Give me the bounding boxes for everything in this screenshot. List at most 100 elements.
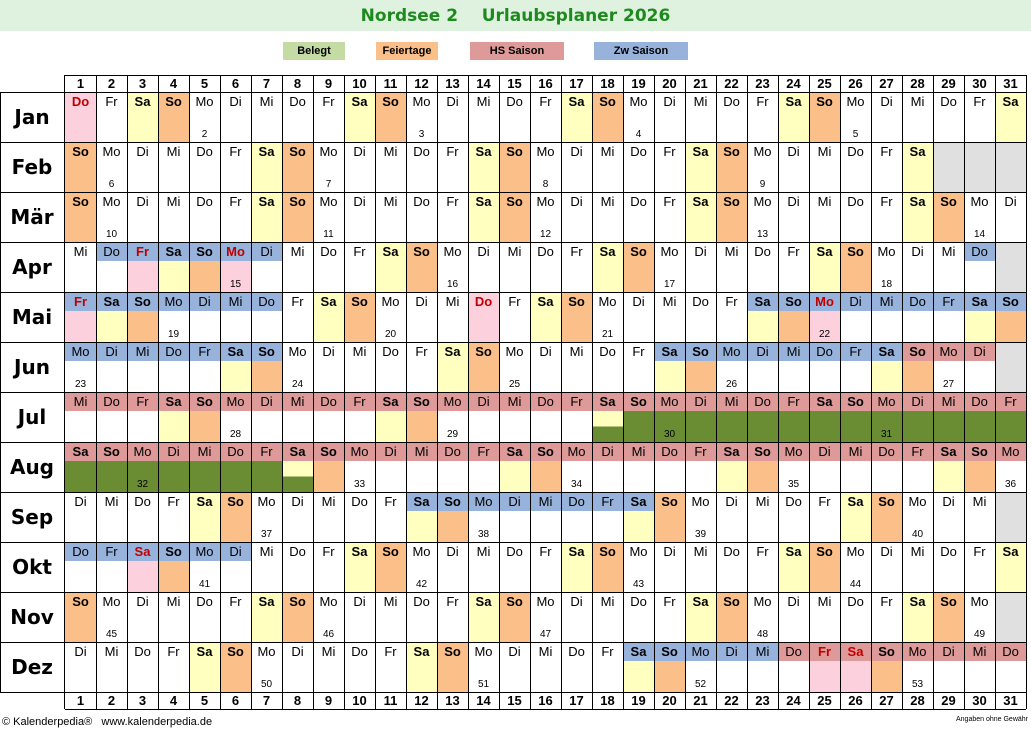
day-cell[interactable]: Mi xyxy=(251,92,282,142)
day-cell[interactable]: Mi xyxy=(561,342,592,392)
day-cell[interactable]: Sa xyxy=(375,242,406,292)
day-cell[interactable]: Di xyxy=(561,592,592,642)
day-cell[interactable]: Sa xyxy=(158,392,189,442)
day-cell[interactable]: So xyxy=(158,542,189,592)
day-cell[interactable]: Do xyxy=(716,92,747,142)
day-cell[interactable]: Fr xyxy=(995,392,1026,442)
day-cell[interactable]: Fr xyxy=(592,642,623,692)
day-cell[interactable]: Do xyxy=(65,92,96,142)
day-cell[interactable]: Fr xyxy=(313,92,344,142)
day-cell[interactable]: Mi xyxy=(468,542,499,592)
day-cell[interactable]: Mi xyxy=(158,192,189,242)
day-cell[interactable]: Sa xyxy=(127,92,158,142)
day-cell[interactable]: Mi xyxy=(747,492,778,542)
day-cell[interactable]: Mo 21 xyxy=(592,292,623,342)
day-cell[interactable]: Do xyxy=(344,642,375,692)
day-cell[interactable]: Fr xyxy=(747,92,778,142)
day-cell[interactable]: Mi xyxy=(468,92,499,142)
day-cell[interactable]: Mo 9 xyxy=(747,142,778,192)
day-cell[interactable]: So xyxy=(623,242,654,292)
day-cell[interactable]: So xyxy=(65,592,96,642)
day-cell[interactable]: Sa xyxy=(623,492,654,542)
day-cell[interactable]: So xyxy=(344,292,375,342)
day-cell[interactable]: Fr xyxy=(561,392,592,442)
day-cell[interactable]: Sa xyxy=(468,592,499,642)
day-cell[interactable]: Sa xyxy=(778,92,809,142)
day-cell[interactable]: Sa xyxy=(127,542,158,592)
day-cell[interactable]: Mo 37 xyxy=(251,492,282,542)
day-cell[interactable]: Mo 23 xyxy=(65,342,96,392)
day-cell[interactable]: Fr xyxy=(933,292,964,342)
day-cell[interactable]: Do xyxy=(468,292,499,342)
day-cell[interactable]: Mo 27 xyxy=(933,342,964,392)
day-cell[interactable]: Mi xyxy=(65,242,96,292)
day-cell[interactable]: Fr xyxy=(158,492,189,542)
day-cell[interactable]: Fr xyxy=(220,592,251,642)
day-cell[interactable]: So xyxy=(189,242,220,292)
day-cell[interactable]: Mi xyxy=(313,492,344,542)
day-cell[interactable]: Mo 16 xyxy=(437,242,468,292)
day-cell[interactable]: Do xyxy=(406,192,437,242)
day-cell[interactable]: Di xyxy=(592,442,623,492)
day-cell[interactable]: Di xyxy=(468,242,499,292)
day-cell[interactable]: Fr xyxy=(778,392,809,442)
day-cell[interactable]: Do xyxy=(530,242,561,292)
day-cell[interactable]: Fr xyxy=(251,442,282,492)
day-cell[interactable]: Sa xyxy=(344,92,375,142)
day-cell[interactable]: So xyxy=(995,292,1026,342)
day-cell[interactable]: Mi xyxy=(964,642,995,692)
day-cell[interactable]: Mi xyxy=(964,492,995,542)
day-cell[interactable]: Di xyxy=(654,92,685,142)
day-cell[interactable]: Mo 26 xyxy=(716,342,747,392)
day-cell[interactable]: Fr xyxy=(964,542,995,592)
day-cell[interactable]: Do xyxy=(747,242,778,292)
day-cell[interactable]: Mo 49 xyxy=(964,592,995,642)
day-cell[interactable]: Sa xyxy=(840,642,871,692)
day-cell[interactable]: So xyxy=(809,542,840,592)
day-cell[interactable]: Sa xyxy=(654,342,685,392)
day-cell[interactable]: Do xyxy=(127,642,158,692)
day-cell[interactable]: Do xyxy=(623,592,654,642)
day-cell[interactable]: Mo 34 xyxy=(561,442,592,492)
day-cell[interactable]: Di xyxy=(499,642,530,692)
day-cell[interactable]: Mi xyxy=(871,292,902,342)
day-cell[interactable]: Do xyxy=(871,442,902,492)
day-cell[interactable]: Fr xyxy=(871,592,902,642)
day-cell[interactable]: So xyxy=(127,292,158,342)
day-cell[interactable]: Sa xyxy=(313,292,344,342)
day-cell[interactable]: Sa xyxy=(561,92,592,142)
day-cell[interactable]: Mi xyxy=(840,442,871,492)
day-cell[interactable]: Sa xyxy=(747,292,778,342)
day-cell[interactable]: Fr xyxy=(902,442,933,492)
day-cell[interactable]: So xyxy=(220,642,251,692)
day-cell[interactable]: Sa xyxy=(189,642,220,692)
day-cell[interactable]: Di xyxy=(96,342,127,392)
day-cell[interactable]: Fr xyxy=(375,492,406,542)
day-cell[interactable]: Mi xyxy=(654,292,685,342)
day-cell[interactable]: So xyxy=(592,542,623,592)
day-cell[interactable]: Do xyxy=(282,542,313,592)
day-cell[interactable]: Mo 5 xyxy=(840,92,871,142)
day-cell[interactable]: Sa xyxy=(220,342,251,392)
day-cell[interactable]: Mo 52 xyxy=(685,642,716,692)
day-cell[interactable]: Do xyxy=(964,242,995,292)
day-cell[interactable]: Mi xyxy=(530,642,561,692)
day-cell[interactable]: Do xyxy=(96,392,127,442)
day-cell[interactable]: Mo 3 xyxy=(406,92,437,142)
day-cell[interactable]: Mo 50 xyxy=(251,642,282,692)
day-cell[interactable]: Sa xyxy=(933,442,964,492)
day-cell[interactable]: Di xyxy=(623,292,654,342)
day-cell[interactable]: Mi xyxy=(685,542,716,592)
day-cell[interactable]: Sa xyxy=(375,392,406,442)
day-cell[interactable]: Do xyxy=(902,292,933,342)
day-cell[interactable]: Do xyxy=(406,592,437,642)
day-cell[interactable]: Mo 31 xyxy=(871,392,902,442)
day-cell[interactable]: Sa xyxy=(437,342,468,392)
day-cell[interactable]: Sa xyxy=(96,292,127,342)
day-cell[interactable]: Fr xyxy=(468,442,499,492)
day-cell[interactable]: Di xyxy=(313,342,344,392)
day-cell[interactable]: So xyxy=(437,642,468,692)
day-cell[interactable]: Do xyxy=(685,292,716,342)
day-cell[interactable]: Mo 4 xyxy=(623,92,654,142)
day-cell[interactable]: So xyxy=(747,442,778,492)
